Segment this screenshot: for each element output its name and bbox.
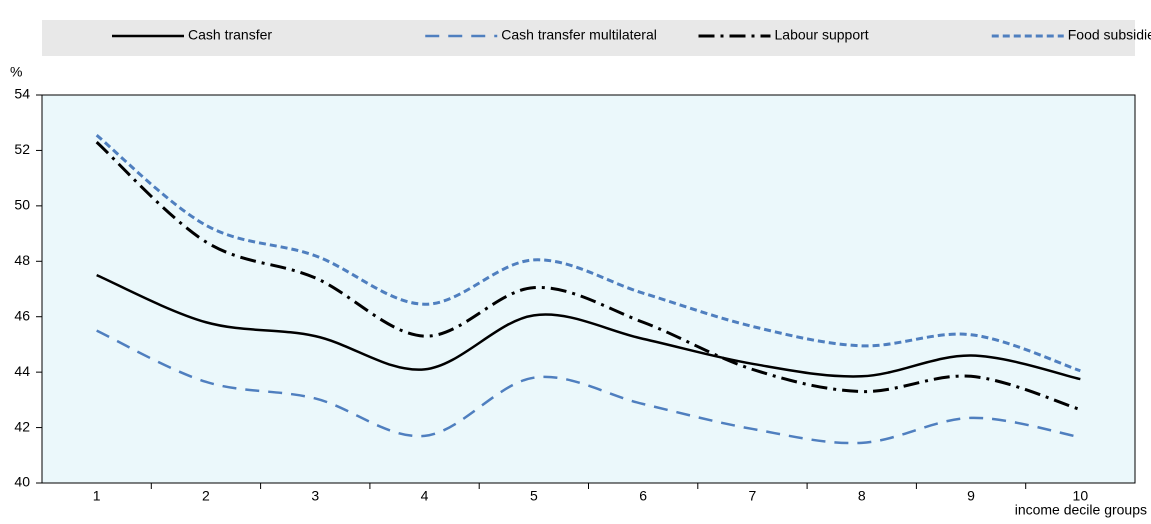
x-tick-label: 10: [1073, 488, 1089, 504]
series-line: [95, 141, 1081, 411]
legend-label: Cash transfer: [188, 27, 272, 43]
legend-label: Food subsidies: [1068, 27, 1151, 43]
x-tick-label: 1: [93, 488, 101, 504]
x-tick-label: 3: [311, 488, 319, 504]
x-tick-label: 8: [858, 488, 866, 504]
y-tick-label: 46: [14, 307, 30, 323]
legend-label: Cash transfer multilateral: [501, 27, 657, 43]
x-tick-label: 5: [530, 488, 538, 504]
y-tick-label: 54: [14, 86, 30, 102]
x-tick-label: 6: [639, 488, 647, 504]
y-tick-label: 52: [14, 141, 30, 157]
y-tick-label: 44: [14, 363, 30, 379]
x-tick-label: 9: [967, 488, 975, 504]
y-tick-label: 40: [14, 474, 30, 490]
y-unit-label: %: [10, 64, 22, 80]
series-line: [96, 273, 1081, 381]
y-tick-label: 42: [14, 418, 30, 434]
x-tick-label: 7: [749, 488, 757, 504]
series-line: [96, 329, 1081, 445]
x-tick-label: 2: [202, 488, 210, 504]
x-axis-label: income decile groups: [1015, 502, 1147, 518]
series-line: [95, 134, 1081, 373]
x-tick-label: 4: [421, 488, 429, 504]
plot-area: [41, 94, 1136, 484]
y-tick-label: 50: [14, 197, 30, 213]
legend-background: [42, 20, 1135, 56]
legend-label: Labour support: [775, 27, 869, 43]
y-tick-label: 48: [14, 252, 30, 268]
